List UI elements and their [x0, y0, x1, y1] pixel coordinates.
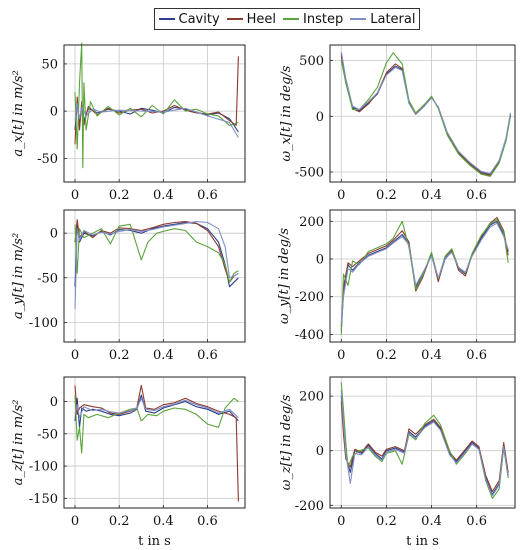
- x-tick-label: 0: [337, 188, 345, 203]
- x-tick-label: 0.2: [376, 348, 397, 363]
- series-line-heel: [74, 384, 239, 502]
- series-line-cavity: [340, 396, 509, 495]
- x-tick-label: 0.4: [153, 188, 174, 203]
- y-tick-label: -50: [37, 152, 58, 167]
- series-line-instep: [74, 223, 239, 283]
- x-tick-label: 0.6: [466, 348, 487, 363]
- legend-label-heel: Heel: [246, 11, 277, 27]
- x-tick-label: 0.4: [421, 514, 442, 529]
- x-tick-label: 0.6: [466, 188, 487, 203]
- series-line-lateral: [340, 222, 509, 324]
- legend-item-lateral: Lateral: [350, 12, 415, 27]
- plot-frame: [329, 376, 516, 509]
- x-tick-label: 0.4: [153, 348, 174, 363]
- series-line-instep: [340, 382, 509, 499]
- y-tick-label: -150: [29, 492, 58, 507]
- y-tick-label: 0: [316, 110, 324, 125]
- y-axis-label: a_x[t] in m/s²: [11, 70, 26, 156]
- chart-panel-5: 0 0.2 0.4 0.6 -150 -100 -50 0 a_z[t] in m/s² t in…: [11, 376, 246, 549]
- legend-label-cavity: Cavity: [178, 11, 220, 27]
- y-tick-label: -50: [37, 427, 58, 442]
- chart-panel-3: 0 0.2 0.4 0.6 -100 -50 0 a_y[t] in m/s²: [11, 209, 246, 363]
- y-tick-label: 200: [299, 215, 324, 230]
- y-tick-label: 0: [316, 444, 324, 459]
- y-tick-label: 0: [316, 253, 324, 268]
- x-tick-label: 0.2: [109, 348, 130, 363]
- y-tick-label: 50: [41, 57, 58, 72]
- x-tick-label: 0.4: [153, 514, 174, 529]
- x-tick-label: 0.2: [376, 514, 397, 529]
- legend-swatch-cavity: [158, 18, 175, 20]
- plot-frame: [63, 209, 246, 343]
- legend-item-cavity: Cavity: [158, 11, 220, 27]
- y-tick-label: -400: [295, 328, 324, 343]
- chart-panel-4: 0 0.2 0.4 0.6 -400 -200 0 200 ω_y[t] in deg/s: [277, 209, 516, 363]
- y-tick-label: -200: [295, 290, 324, 305]
- y-tick-label: 0: [50, 395, 58, 410]
- legend-item-heel: Heel: [226, 11, 277, 27]
- x-tick-label: 0.6: [197, 188, 218, 203]
- x-tick-label: 0: [71, 514, 79, 529]
- x-tick-label: 0.6: [197, 348, 218, 363]
- y-tick-label: 0: [50, 227, 58, 242]
- x-tick-label: 0.2: [109, 188, 130, 203]
- y-axis-label: ω_z[t] in deg/s: [279, 394, 294, 490]
- plot-frame: [63, 376, 246, 509]
- y-tick-label: -100: [29, 316, 58, 331]
- x-tick-label: 0.4: [421, 188, 442, 203]
- y-axis-label: ω_y[t] in deg/s: [277, 228, 292, 324]
- legend-label-instep: Instep: [303, 11, 344, 27]
- x-tick-label: 0.2: [376, 188, 397, 203]
- series-line-lateral: [340, 390, 509, 497]
- y-tick-label: -100: [29, 460, 58, 475]
- legend-swatch-heel: [226, 18, 243, 20]
- series-line-heel: [340, 56, 512, 176]
- x-tick-label: 0: [337, 348, 345, 363]
- x-tick-label: 0.4: [421, 348, 442, 363]
- chart-panel-2: 0 0.2 0.4 0.6 -500 0 500 ω_x[t] in deg/s: [279, 44, 516, 203]
- series-line-instep: [340, 52, 512, 177]
- series-line-lateral: [340, 51, 512, 175]
- legend-label-lateral: Lateral: [370, 11, 416, 27]
- x-tick-label: 0.6: [197, 514, 218, 529]
- y-axis-label: a_z[t] in m/s²: [11, 400, 26, 486]
- series-line-cavity: [340, 53, 512, 175]
- series-line-instep: [74, 395, 239, 454]
- y-tick-label: 200: [299, 390, 324, 405]
- series-line-heel: [340, 401, 509, 493]
- x-axis-label: t in s: [406, 534, 439, 549]
- series-line-lateral: [74, 397, 239, 419]
- series-line-instep: [74, 42, 239, 169]
- x-tick-label: 0.6: [466, 514, 487, 529]
- y-axis-label: ω_x[t] in deg/s: [279, 65, 294, 161]
- x-tick-label: 0: [71, 348, 79, 363]
- y-tick-label: 0: [50, 105, 58, 120]
- chart-panel-1: 0 0.2 0.4 0.6 -50 0 50 a_x[t] in m/s²: [11, 42, 246, 203]
- y-tick-label: -500: [295, 165, 324, 180]
- legend-item-instep: Instep: [283, 12, 343, 27]
- chart-panel-6: 0 0.2 0.4 0.6 -200 0 200 ω_z[t] in deg/s t in s: [279, 376, 516, 549]
- series-line-heel: [74, 56, 239, 145]
- y-tick-label: -200: [295, 499, 324, 514]
- plot-frame: [329, 44, 516, 183]
- y-axis-label: a_y[t] in m/s²: [11, 233, 26, 319]
- y-tick-label: 500: [299, 54, 324, 69]
- y-tick-label: -50: [37, 271, 58, 286]
- legend-swatch-lateral: [350, 18, 367, 20]
- series-line-heel: [340, 216, 509, 327]
- series-line-lateral: [74, 103, 239, 138]
- legend: Cavity Heel Instep Lateral: [154, 8, 420, 30]
- legend-swatch-instep: [283, 18, 300, 20]
- series-line-cavity: [74, 101, 239, 133]
- plot-frame: [63, 44, 246, 183]
- x-axis-label: t in s: [138, 534, 171, 549]
- series-line-lateral: [74, 221, 239, 310]
- plot-frame: [329, 209, 516, 343]
- x-tick-label: 0: [71, 188, 79, 203]
- series-line-instep: [340, 218, 509, 335]
- x-tick-label: 0: [337, 514, 345, 529]
- x-tick-label: 0.2: [109, 514, 130, 529]
